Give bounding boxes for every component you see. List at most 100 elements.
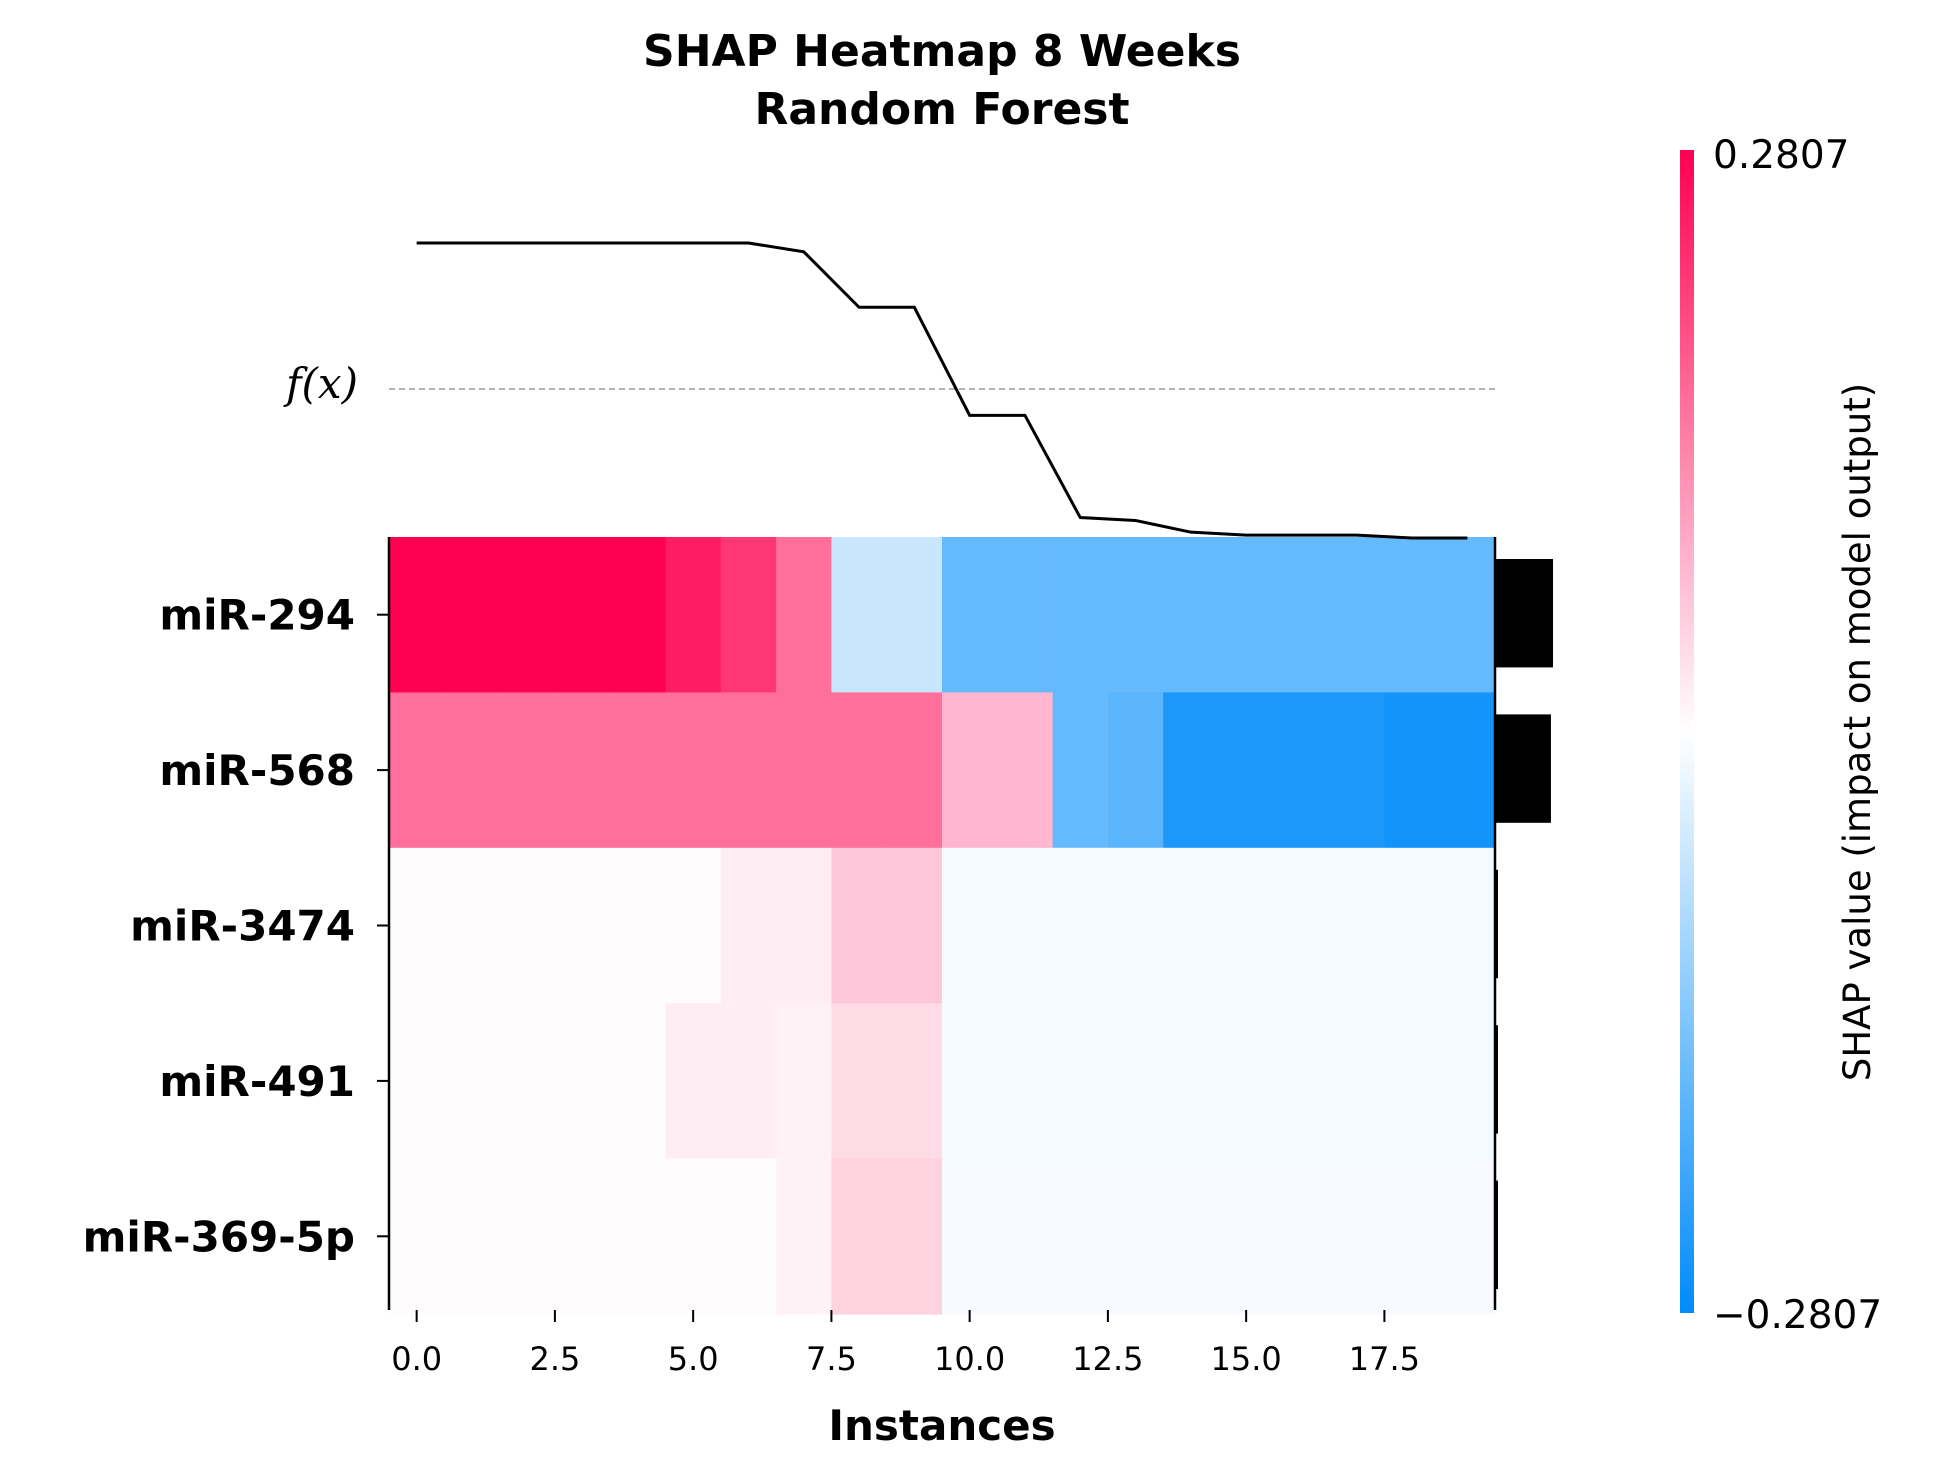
heatmap-cell <box>389 1158 445 1315</box>
heatmap-cell <box>1384 1158 1441 1315</box>
feature-label: miR-491 <box>159 1057 355 1106</box>
heatmap-cell <box>1218 692 1275 849</box>
heatmap-cell <box>554 1158 611 1315</box>
heatmap-cell <box>720 1003 777 1160</box>
importance-bar <box>1495 559 1553 668</box>
heatmap-cell <box>665 1003 722 1160</box>
heatmap-cell <box>1273 1003 1330 1160</box>
x-tick-label: 17.5 <box>1349 1340 1420 1378</box>
heatmap-cell <box>886 847 943 1004</box>
heatmap-cell <box>1218 537 1275 693</box>
heatmap-cell <box>665 537 722 693</box>
x-tick-label: 2.5 <box>529 1340 580 1378</box>
heatmap-cell <box>444 692 501 849</box>
heatmap-cell <box>997 1003 1054 1160</box>
chart-subtitle: Random Forest <box>754 84 1129 135</box>
colorbar-max-label: 0.2807 <box>1713 133 1849 178</box>
heatmap-cell <box>720 537 777 693</box>
heatmap-cell <box>942 537 998 693</box>
heatmap-cell <box>610 847 667 1004</box>
feature-label: miR-294 <box>159 591 355 640</box>
heatmap-cell <box>1107 692 1164 849</box>
heatmap-cell <box>1163 692 1220 849</box>
heatmap-cell <box>1052 537 1109 693</box>
heatmap-cell <box>997 847 1054 1004</box>
heatmap-cell <box>1107 1003 1164 1160</box>
heatmap-cell <box>554 847 611 1004</box>
heatmap-cell <box>720 1158 777 1315</box>
heatmap-cell <box>1329 537 1385 693</box>
x-axis-label: Instances <box>828 1401 1055 1450</box>
fx-label: f(x) <box>283 359 358 408</box>
heatmap-cell <box>776 1003 832 1160</box>
heatmap-cell <box>886 1003 943 1160</box>
heatmap-cell <box>444 537 501 693</box>
x-tick-label: 12.5 <box>1072 1340 1143 1378</box>
heatmap-cell <box>886 537 943 693</box>
heatmap-cell <box>886 1158 943 1315</box>
heatmap-cell <box>610 1158 667 1315</box>
heatmap-cell <box>389 1003 445 1160</box>
x-tick-label: 15.0 <box>1211 1340 1282 1378</box>
fx-panel: f(x) <box>283 241 1495 540</box>
heatmap-cell <box>1107 537 1164 693</box>
heatmap-cell <box>720 692 777 849</box>
heatmap-cell <box>389 847 445 1004</box>
heatmap-cell <box>831 847 888 1004</box>
importance-bar <box>1495 1025 1498 1134</box>
heatmap-cell <box>831 537 888 693</box>
heatmap-cell <box>1052 847 1109 1004</box>
heatmap-cell <box>720 847 777 1004</box>
importance-bar <box>1495 1180 1498 1289</box>
heatmap-cell <box>776 537 832 693</box>
heatmap-cell <box>997 1158 1054 1315</box>
heatmap-cell <box>776 692 832 849</box>
fx-series-line <box>416 241 1468 540</box>
heatmap-cell <box>1329 1158 1385 1315</box>
heatmap-cell <box>1052 1003 1109 1160</box>
heatmap-cells <box>389 537 1496 1315</box>
heatmap-cell <box>831 692 888 849</box>
importance-bar <box>1495 869 1498 979</box>
heatmap-cell <box>665 1158 722 1315</box>
heatmap-cell <box>444 1003 501 1160</box>
heatmap-cell <box>1273 847 1330 1004</box>
x-axis-ticks: 0.0 2.5 5.0 7.5 10.0 12.5 15.0 17.5 <box>391 1310 1420 1378</box>
heatmap-cell <box>1218 1158 1275 1315</box>
heatmap-cell <box>776 1158 832 1315</box>
heatmap-cell <box>1439 1158 1496 1315</box>
heatmap-cell <box>1329 847 1385 1004</box>
heatmap-cell <box>1107 847 1164 1004</box>
x-tick-label: 7.5 <box>806 1340 857 1378</box>
heatmap-cell <box>776 847 832 1004</box>
heatmap-cell <box>886 692 943 849</box>
heatmap-cell <box>499 847 556 1004</box>
heatmap-cell <box>389 692 445 849</box>
feature-importance-bars <box>1495 559 1553 1289</box>
feature-labels: miR-294 miR-568 miR-3474 miR-491 miR-369-5p <box>83 591 389 1261</box>
heatmap-cell <box>1273 537 1330 693</box>
heatmap-cell <box>444 1158 501 1315</box>
heatmap-cell <box>1439 847 1496 1004</box>
heatmap-cell <box>1107 1158 1164 1315</box>
heatmap-cell <box>1052 692 1109 849</box>
heatmap-cell <box>1329 692 1385 849</box>
feature-label: miR-3474 <box>130 902 355 951</box>
heatmap-cell <box>665 847 722 1004</box>
heatmap-cell <box>1329 1003 1385 1160</box>
heatmap-cell <box>1439 692 1496 849</box>
heatmap-cell <box>942 692 998 849</box>
heatmap-cell <box>1163 1003 1220 1160</box>
heatmap-cell <box>499 1158 556 1315</box>
heatmap-cell <box>1273 1158 1330 1315</box>
heatmap-cell <box>1052 1158 1109 1315</box>
heatmap-cell <box>499 1003 556 1160</box>
heatmap-cell <box>942 847 998 1004</box>
heatmap-cell <box>997 692 1054 849</box>
heatmap-cell <box>1218 1003 1275 1160</box>
heatmap-cell <box>610 1003 667 1160</box>
heatmap-cell <box>610 537 667 693</box>
x-tick-label: 5.0 <box>668 1340 719 1378</box>
heatmap-cell <box>444 847 501 1004</box>
